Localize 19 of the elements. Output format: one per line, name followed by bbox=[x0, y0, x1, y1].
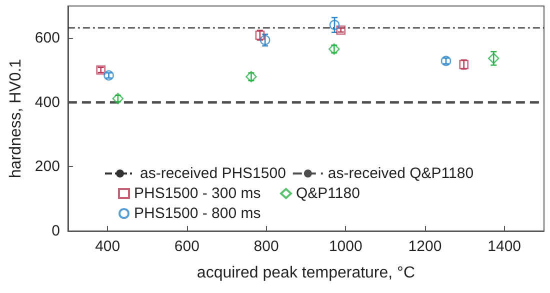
x-tick-label: 1000 bbox=[328, 238, 362, 255]
x-tick-label: 400 bbox=[95, 238, 120, 255]
y-tick-label: 400 bbox=[34, 94, 60, 111]
x-tick-label: 800 bbox=[254, 238, 279, 255]
legend-label: as-received Q&P1180 bbox=[328, 165, 474, 182]
x-axis-title: acquired peak temperature, °C bbox=[196, 264, 415, 282]
point bbox=[329, 20, 340, 30]
x-tick-label: 600 bbox=[174, 238, 200, 255]
x-tick-label: 1200 bbox=[408, 238, 442, 255]
legend-label: PHS1500 - 300 ms bbox=[134, 185, 261, 202]
legend-label: as-received PHS1500 bbox=[140, 165, 286, 182]
y-axis-title: hardness, HV0.1 bbox=[8, 58, 24, 178]
y-tick-label: 600 bbox=[34, 30, 60, 47]
x-tick-label: 1400 bbox=[488, 238, 522, 255]
legend-label: Q&P1180 bbox=[296, 185, 360, 202]
y-tick-label: 200 bbox=[34, 158, 60, 176]
point bbox=[336, 25, 346, 35]
y-tick-label: 0 bbox=[52, 222, 60, 240]
legend-label: PHS1500 - 800 ms bbox=[134, 205, 261, 222]
